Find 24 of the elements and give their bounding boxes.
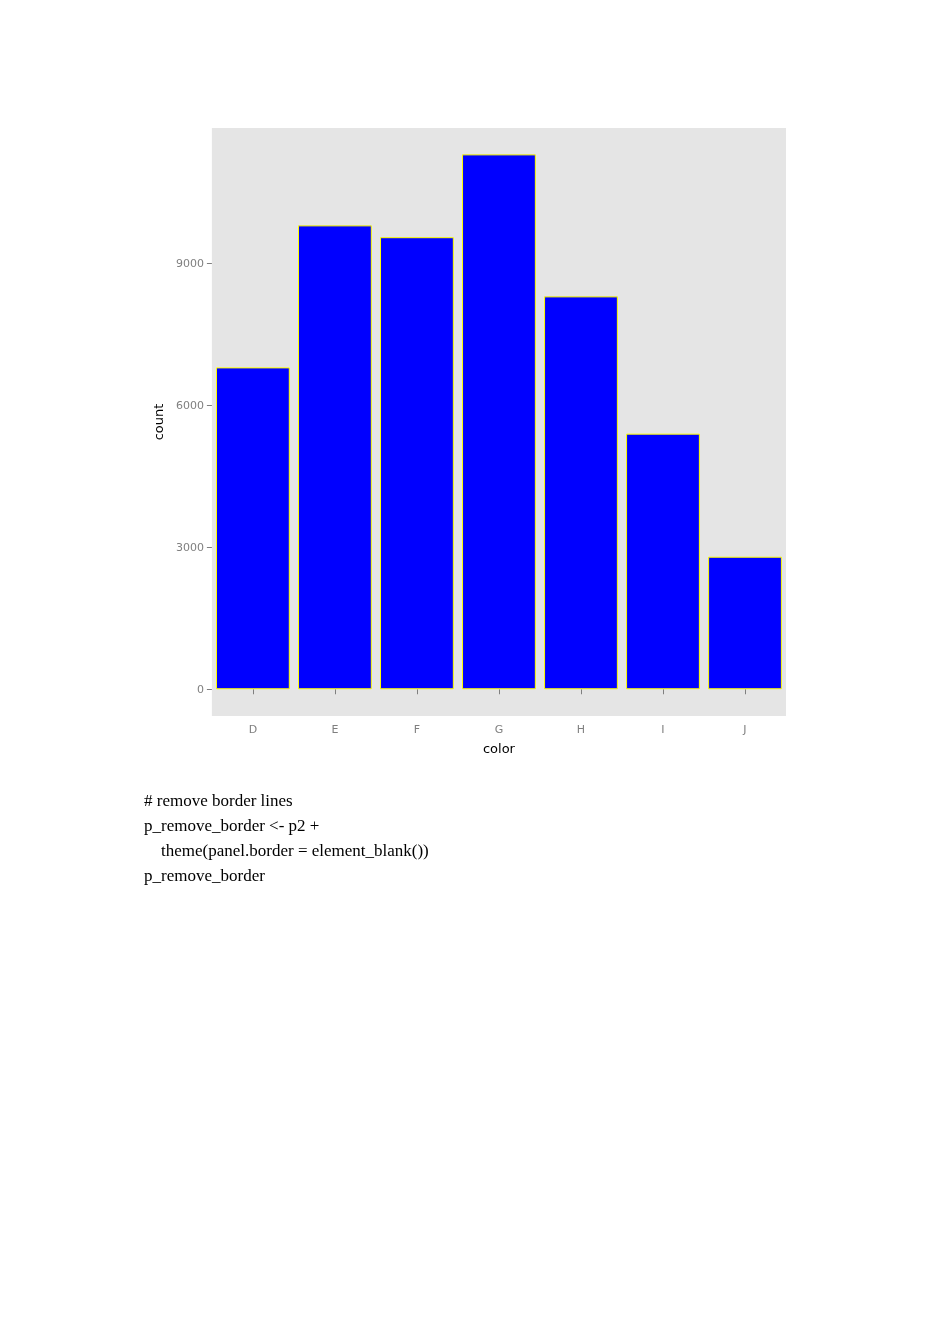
- text: # remove border lines: [144, 790, 294, 812]
- x-tick-label: F: [413, 723, 421, 736]
- y-tick-label: 0: [196, 682, 204, 696]
- bar: [708, 556, 782, 690]
- bar: [215, 367, 290, 690]
- x-tick-label: J: [742, 723, 747, 736]
- x-tick-label: H: [576, 723, 586, 736]
- bar: [462, 154, 536, 690]
- x-tick-label: G: [494, 723, 504, 736]
- bar: [626, 433, 700, 690]
- bar: [544, 296, 618, 690]
- bar: [380, 237, 454, 690]
- y-axis-title: count: [151, 403, 166, 441]
- text: theme(panel.border = element_blank()): [160, 840, 429, 862]
- y-tick-label: 6000: [175, 398, 204, 412]
- text: p_remove_border <- p2 +: [144, 815, 321, 837]
- x-tick-label: E: [331, 723, 339, 736]
- text: p_remove_border: [144, 865, 266, 887]
- bar: [298, 225, 372, 690]
- x-tick-label: I: [661, 723, 665, 736]
- x-axis-title: color: [482, 741, 516, 756]
- y-tick-label: 9000: [175, 256, 204, 270]
- y-tick-label: 3000: [175, 540, 204, 554]
- x-tick-label: D: [248, 723, 258, 736]
